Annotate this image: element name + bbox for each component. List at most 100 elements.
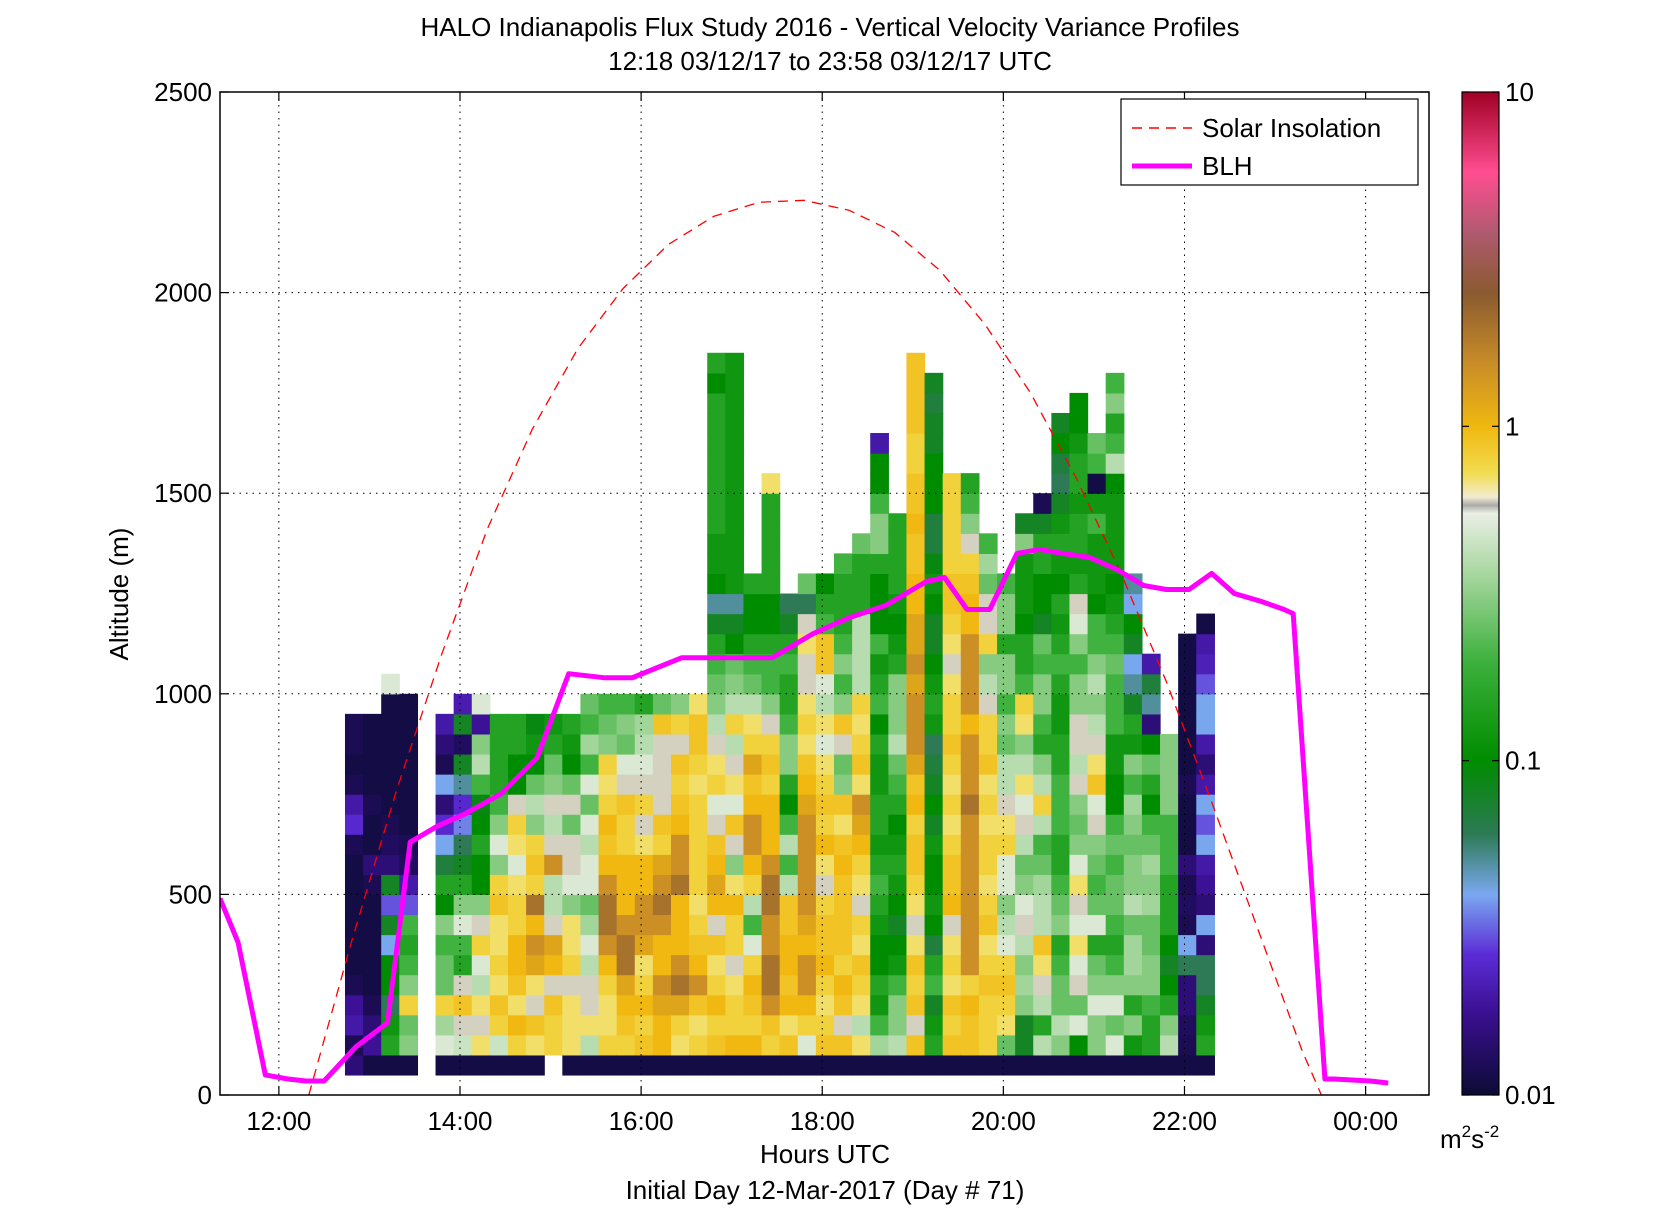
heatmap-cell bbox=[797, 593, 817, 615]
heatmap-cell bbox=[707, 794, 726, 815]
heatmap-cell bbox=[834, 954, 853, 976]
heatmap-cell bbox=[779, 693, 799, 715]
heatmap-cell bbox=[707, 1054, 726, 1076]
heatmap-cell bbox=[689, 854, 708, 875]
heatmap-cell bbox=[471, 814, 491, 835]
heatmap-cell bbox=[1105, 653, 1125, 675]
heatmap-cell bbox=[671, 874, 690, 895]
heatmap-cell bbox=[870, 894, 889, 916]
heatmap-cell bbox=[743, 1034, 763, 1056]
heatmap-cell bbox=[399, 1014, 419, 1036]
heatmap-cell bbox=[399, 693, 419, 715]
blh-line bbox=[220, 546, 1389, 1086]
heatmap-cell bbox=[399, 974, 419, 996]
heatmap-cell bbox=[689, 1014, 708, 1036]
heatmap-cell bbox=[761, 874, 781, 895]
heatmap-cell bbox=[453, 693, 473, 715]
heatmap-cell bbox=[1051, 1014, 1071, 1036]
colorbar-tick-label: 10 bbox=[1505, 77, 1534, 107]
heatmap-cell bbox=[598, 733, 618, 755]
heatmap-cell bbox=[471, 994, 491, 1016]
x-axis-label: Hours UTC bbox=[760, 1139, 890, 1169]
heatmap-cell bbox=[779, 613, 799, 635]
heatmap-cell bbox=[671, 834, 690, 855]
heatmap-cell bbox=[544, 1034, 563, 1056]
heatmap-cell bbox=[1051, 433, 1071, 454]
heatmap-cell bbox=[761, 673, 781, 695]
heatmap-cell bbox=[725, 1014, 745, 1036]
heatmap-cell bbox=[471, 733, 491, 755]
heatmap-cell bbox=[1015, 1034, 1034, 1056]
heatmap-cell bbox=[1033, 1034, 1052, 1056]
heatmap-cell bbox=[580, 954, 600, 976]
heatmap-cell bbox=[815, 934, 835, 956]
heatmap-cell bbox=[1033, 974, 1052, 996]
heatmap-cell bbox=[888, 954, 908, 976]
heatmap-cell bbox=[725, 693, 745, 715]
heatmap-cell bbox=[1033, 493, 1052, 514]
heatmap-cell bbox=[888, 713, 908, 735]
heatmap-cell bbox=[1069, 453, 1089, 474]
heatmap-cell bbox=[725, 854, 745, 875]
heatmap-cell bbox=[453, 894, 473, 916]
heatmap-cell bbox=[453, 834, 473, 855]
heatmap-cell bbox=[707, 774, 726, 795]
heatmap-cell bbox=[1160, 1034, 1179, 1056]
heatmap-cell bbox=[743, 974, 763, 996]
heatmap-cell bbox=[1141, 1014, 1161, 1036]
heatmap-cell bbox=[888, 533, 908, 554]
heatmap-cell bbox=[779, 593, 799, 615]
heatmap-cell bbox=[652, 753, 672, 775]
heatmap-cell bbox=[1087, 794, 1107, 815]
heatmap-cell bbox=[652, 934, 672, 956]
heatmap-cell bbox=[725, 814, 745, 835]
heatmap-cell bbox=[797, 673, 817, 695]
heatmap-cell bbox=[435, 1034, 455, 1056]
heatmap-cell bbox=[580, 874, 600, 895]
heatmap-cell bbox=[743, 914, 763, 936]
heatmap-cell bbox=[1033, 633, 1052, 655]
heatmap-cell bbox=[743, 593, 763, 615]
heatmap-cell bbox=[562, 794, 582, 815]
heatmap-cell bbox=[1087, 1054, 1107, 1076]
heatmap-cell bbox=[344, 914, 364, 936]
heatmap-cell bbox=[1105, 934, 1125, 956]
heatmap-cell bbox=[616, 854, 636, 875]
heatmap-cell bbox=[924, 874, 944, 895]
heatmap-cell bbox=[870, 693, 889, 715]
heatmap-cell bbox=[344, 733, 364, 755]
heatmap-cell bbox=[507, 1034, 527, 1056]
heatmap-cell bbox=[834, 633, 853, 655]
heatmap-cell bbox=[834, 553, 853, 575]
heatmap-cell bbox=[1178, 974, 1197, 996]
heatmap-cell bbox=[1069, 854, 1089, 875]
heatmap-cell bbox=[652, 774, 672, 795]
heatmap-cell bbox=[634, 934, 654, 956]
heatmap-cell bbox=[1196, 733, 1215, 755]
heatmap-cell bbox=[906, 372, 926, 394]
x-tick-label: 20:00 bbox=[971, 1106, 1036, 1136]
heatmap-cell bbox=[471, 894, 491, 916]
heatmap-cell bbox=[942, 834, 962, 855]
heatmap-cell bbox=[725, 794, 745, 815]
heatmap-cell bbox=[797, 653, 817, 675]
heatmap-cell bbox=[997, 914, 1016, 936]
heatmap-cell bbox=[1015, 633, 1034, 655]
heatmap-cell bbox=[489, 934, 509, 956]
heatmap-cell bbox=[1015, 693, 1034, 715]
heatmap-cell bbox=[580, 753, 600, 775]
heatmap-cell bbox=[471, 713, 491, 735]
heatmap-cell bbox=[489, 1054, 509, 1076]
heatmap-cell bbox=[761, 854, 781, 875]
heatmap-cell bbox=[906, 974, 926, 996]
heatmap-cell bbox=[942, 994, 962, 1016]
heatmap-cell bbox=[924, 854, 944, 875]
heatmap-cell bbox=[652, 994, 672, 1016]
heatmap-cell bbox=[1033, 613, 1052, 635]
heatmap-cell bbox=[997, 794, 1016, 815]
heatmap-cell bbox=[1123, 914, 1143, 936]
heatmap-cell bbox=[1178, 794, 1197, 815]
heatmap-cell bbox=[779, 1054, 799, 1076]
heatmap-cell bbox=[526, 854, 545, 875]
heatmap-cell bbox=[1033, 553, 1052, 575]
